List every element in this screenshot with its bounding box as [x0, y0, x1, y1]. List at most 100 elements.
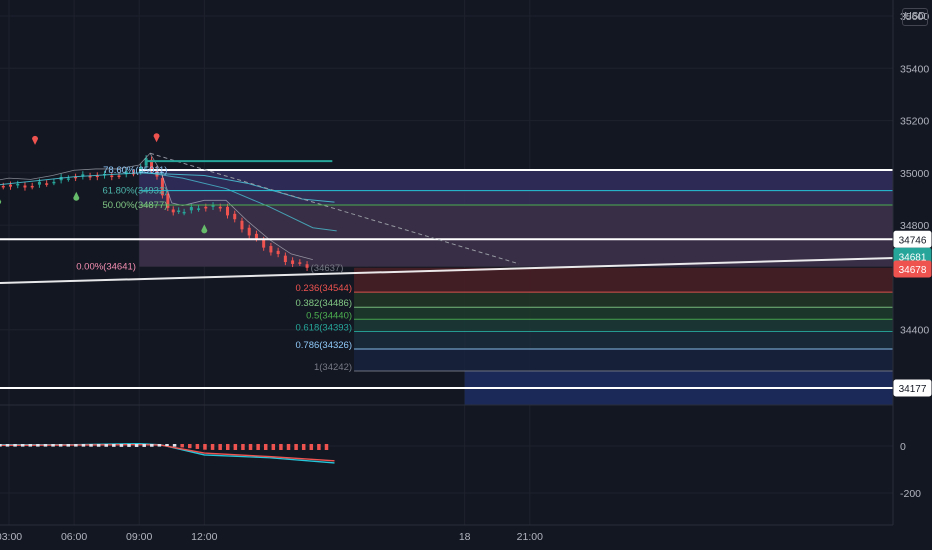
candle-body	[269, 246, 273, 253]
sell-signal-marker	[153, 133, 160, 143]
x-tick-label: 18	[459, 531, 471, 543]
candle-body	[74, 176, 78, 179]
candle-body	[23, 185, 27, 188]
candle-body	[204, 206, 208, 209]
chart-overlays: 0.00%(34641) 50.00%(34877) 61.80%(34932) 78…	[0, 133, 894, 389]
x-tick-label: 03:00	[0, 531, 22, 543]
candle-body	[189, 207, 193, 211]
buy-signal-marker	[201, 224, 208, 234]
oscillator-bar	[294, 444, 298, 450]
fib-level-label: 1(34242)	[314, 362, 352, 373]
last-price-label: (34637)	[311, 263, 344, 274]
price-tag-label: 34681	[899, 252, 927, 263]
candle-body	[88, 175, 92, 178]
buy-signal-marker	[0, 199, 2, 204]
fib-zone-lower	[354, 267, 893, 293]
candle-body	[305, 264, 309, 268]
price-tag-box	[893, 230, 932, 248]
candle-body	[247, 227, 251, 236]
y-tick-label: 35600	[900, 11, 929, 23]
oscillator-bar	[324, 444, 329, 450]
moving-average	[0, 152, 313, 261]
candle-body	[166, 193, 170, 208]
fib-zone-lower	[354, 349, 893, 372]
oscillator-bar	[210, 444, 215, 450]
oscillator-bar	[271, 444, 276, 450]
fib-zone-lower	[354, 319, 893, 332]
trend-line	[0, 257, 894, 284]
y-tick-label: 34800	[900, 220, 929, 232]
moving-average-slow	[0, 172, 335, 203]
candle-body	[262, 239, 266, 248]
x-tick-label: 09:00	[126, 531, 152, 543]
candle-body	[1, 185, 5, 188]
oscillator-bar	[188, 444, 192, 449]
candle-body	[240, 220, 244, 230]
oscillator-bar	[36, 444, 40, 447]
oscillator-bar	[0, 444, 2, 447]
oscillator-pane	[0, 442, 335, 464]
price-tag-label: 34746	[899, 235, 927, 246]
candle-body	[218, 206, 222, 209]
moving-average-fast	[139, 171, 337, 232]
fib-level-label: 0.5(34440)	[306, 310, 352, 321]
oscillator-bar	[134, 444, 139, 447]
oscillator-bar	[58, 444, 63, 447]
oscillator-bar	[309, 444, 314, 450]
fib-level-label: 0.382(34486)	[295, 298, 352, 309]
candle-body	[9, 184, 12, 187]
oscillator-bar	[165, 444, 169, 447]
oscillator-bar	[226, 444, 230, 450]
candle-body	[124, 171, 128, 175]
candle-body	[160, 178, 164, 196]
oscillator-bar	[241, 444, 245, 450]
fib-zone-lower	[354, 307, 893, 320]
oscillator-bar	[218, 444, 222, 450]
fib-level-label: 0.618(34393)	[295, 323, 352, 334]
oscillator-bar	[301, 444, 306, 450]
oscillator-bar	[172, 444, 177, 447]
price-tag-box	[893, 260, 932, 278]
candle-body	[283, 255, 287, 263]
candle-body	[16, 183, 20, 186]
candle-body	[37, 181, 41, 185]
fib-level-label: 50.00%(34877)	[102, 200, 167, 211]
osc-y-tick-label: 0	[900, 441, 906, 453]
candle-body	[81, 174, 85, 177]
y-tick-label: 34400	[900, 325, 929, 337]
candle-body	[211, 205, 215, 207]
y-tick-label: 35400	[900, 63, 929, 75]
candle-body	[117, 175, 121, 177]
sell-signal-marker	[32, 135, 39, 145]
price-tag-label: 34678	[899, 265, 927, 276]
oscillator-bar	[81, 444, 86, 447]
oscillator-bar	[28, 444, 33, 447]
oscillator-bar	[5, 444, 10, 447]
oscillator-bar	[89, 444, 93, 447]
candle-body	[197, 208, 201, 210]
y-tick-label: 35200	[900, 116, 929, 128]
candle-body	[155, 168, 159, 177]
candle-body	[177, 210, 181, 213]
oscillator-bar	[51, 444, 55, 447]
candle-body	[291, 260, 295, 264]
currency-button[interactable]: USD	[902, 8, 928, 26]
candle-body	[171, 209, 175, 213]
fib-level-label: 0.236(34544)	[295, 283, 352, 294]
candle-body	[30, 185, 34, 188]
candle-body	[233, 213, 237, 220]
x-tick-label: 21:00	[517, 531, 543, 543]
oscillator-bar	[20, 444, 25, 447]
oscillator-bar	[157, 444, 162, 447]
candle-body	[226, 206, 229, 216]
x-tick-label: 06:00	[61, 531, 87, 543]
candle-body	[45, 183, 49, 185]
candle-body	[182, 211, 186, 214]
oscillator-bar	[279, 444, 283, 450]
candle-body	[150, 159, 154, 171]
osc-y-tick-label: -200	[900, 488, 921, 500]
fib-level-label: 61.80%(34932)	[102, 186, 167, 197]
fib-zone-upper	[139, 190, 893, 206]
